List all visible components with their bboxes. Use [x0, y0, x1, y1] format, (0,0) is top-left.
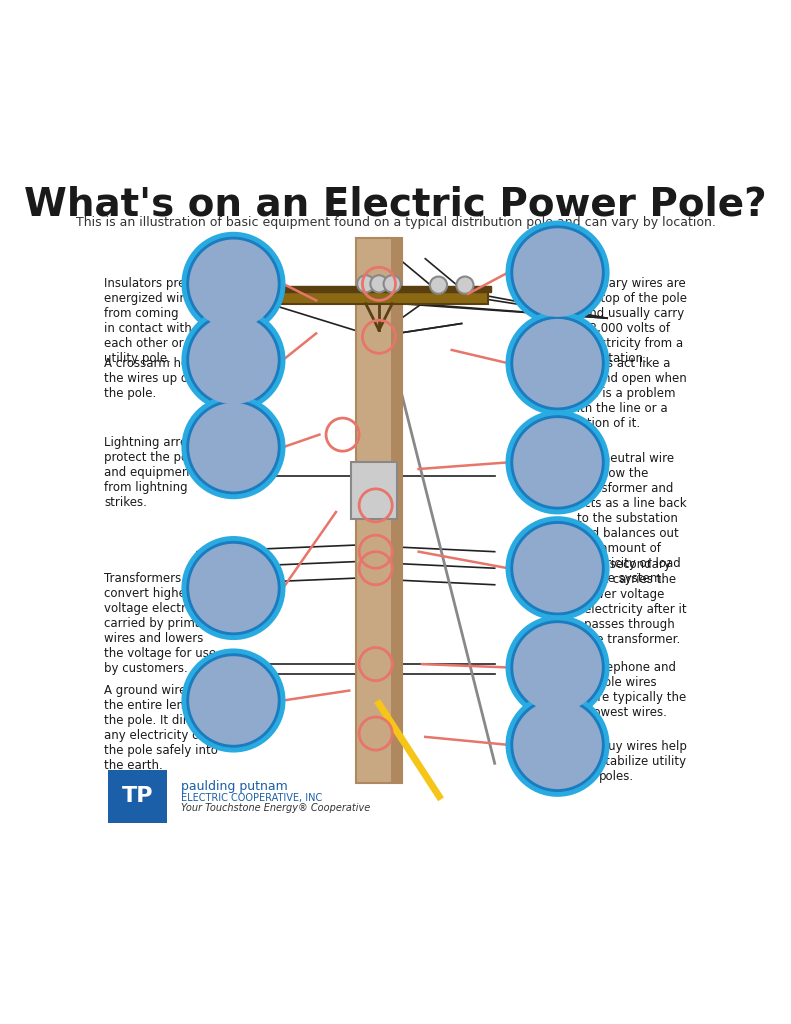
Text: Transformers
convert higher
voltage electricity
carried by primary
wires and low: Transformers convert higher voltage elec… [104, 571, 217, 675]
Text: paulding putnam: paulding putnam [180, 780, 287, 793]
Circle shape [189, 240, 278, 328]
Circle shape [508, 413, 607, 512]
Bar [350, 463, 397, 518]
Text: ELECTRIC COOPERATIVE, INC: ELECTRIC COOPERATIVE, INC [180, 793, 322, 803]
FancyBboxPatch shape [108, 770, 168, 823]
Bar [356, 238, 402, 783]
Bar [207, 287, 491, 292]
Text: Insulators prevent
energized wires
from coming
in contact with
each other or the: Insulators prevent energized wires from … [104, 278, 212, 366]
Circle shape [508, 313, 607, 413]
Circle shape [358, 275, 374, 293]
Circle shape [184, 651, 283, 751]
Text: Guy wires help
stabilize utility
poles.: Guy wires help stabilize utility poles. [599, 740, 687, 783]
Circle shape [184, 397, 283, 497]
Circle shape [184, 539, 283, 638]
Circle shape [384, 275, 401, 293]
Circle shape [513, 524, 602, 612]
Circle shape [513, 228, 602, 316]
Circle shape [508, 223, 607, 323]
Circle shape [221, 276, 239, 294]
Circle shape [248, 276, 265, 294]
Circle shape [189, 656, 278, 744]
Circle shape [513, 624, 602, 712]
Circle shape [189, 402, 278, 492]
Circle shape [508, 695, 607, 795]
Text: Cutouts act like a
fuse and open when
there is a problem
with the line or a
sect: Cutouts act like a fuse and open when th… [567, 356, 687, 430]
Text: Your Touchstone Energy® Cooperative: Your Touchstone Energy® Cooperative [180, 803, 370, 813]
Circle shape [513, 700, 602, 790]
Circle shape [513, 318, 602, 408]
Text: TP: TP [122, 786, 153, 807]
Circle shape [184, 234, 283, 334]
Text: A ground wire runs
the entire length of
the pole. It directs
any electricity on
: A ground wire runs the entire length of … [104, 684, 219, 772]
Text: The neutral wire
is below the
transformer and
acts as a line back
to the substat: The neutral wire is below the transforme… [577, 453, 687, 586]
Text: Lightning arrestors
protect the pole
and equipment
from lightning
strikes.: Lightning arrestors protect the pole and… [104, 436, 217, 509]
Circle shape [184, 310, 283, 410]
Circle shape [189, 315, 278, 404]
Text: This is an illustration of basic equipment found on a typical distribution pole : This is an illustration of basic equipme… [76, 216, 715, 228]
Text: A crossarm holds
the wires up on
the pole.: A crossarm holds the wires up on the pol… [104, 356, 206, 399]
Text: The secondary
wire carries the
lower voltage
electricity after it
passes through: The secondary wire carries the lower vol… [584, 558, 687, 646]
Bar [210, 292, 488, 304]
Text: What's on an Electric Power Pole?: What's on an Electric Power Pole? [25, 185, 766, 223]
Circle shape [508, 617, 607, 717]
Circle shape [508, 518, 607, 617]
Circle shape [456, 276, 474, 294]
Circle shape [370, 275, 388, 293]
Circle shape [430, 276, 447, 294]
Circle shape [189, 544, 278, 633]
Bar [391, 238, 402, 783]
Circle shape [513, 418, 602, 507]
Text: Primary wires are
on top of the pole
and usually carry
12,000 volts of
electrici: Primary wires are on top of the pole and… [581, 278, 687, 366]
Text: Telephone and
cable wires
are typically the
lowest wires.: Telephone and cable wires are typically … [590, 660, 687, 719]
